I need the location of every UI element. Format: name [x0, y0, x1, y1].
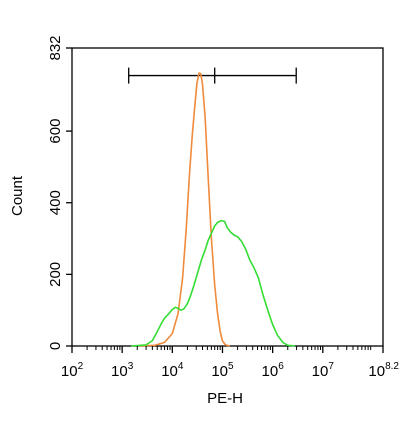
x-tick-label: 108.2 — [368, 361, 399, 380]
y-tick-label: 832 — [47, 35, 64, 60]
series-orange-histogram — [137, 72, 230, 347]
plot-border — [71, 47, 384, 347]
y-tick-label: 600 — [47, 119, 64, 144]
x-axis-ticks: 102 103 104 105 106 107 108.2 — [61, 346, 399, 380]
series-green-histogram — [130, 219, 296, 347]
x-tick-label: 103 — [111, 361, 134, 380]
y-tick-label: 400 — [47, 190, 64, 215]
y-axis-ticks: 0 200 400 600 832 — [47, 35, 72, 350]
y-tick-label: 200 — [47, 262, 64, 287]
gate-layer — [128, 67, 297, 84]
series-layer — [130, 72, 296, 347]
x-axis-title: PE-H — [207, 390, 243, 407]
plot-frame — [71, 47, 384, 347]
x-tick-label: 105 — [211, 361, 234, 380]
x-tick-label: 107 — [312, 361, 335, 380]
x-tick-label: 102 — [61, 361, 84, 380]
y-tick-label: 0 — [47, 342, 64, 350]
x-tick-label: 106 — [262, 361, 285, 380]
y-axis-title: Count — [9, 175, 26, 216]
x-tick-label: 104 — [161, 361, 184, 380]
